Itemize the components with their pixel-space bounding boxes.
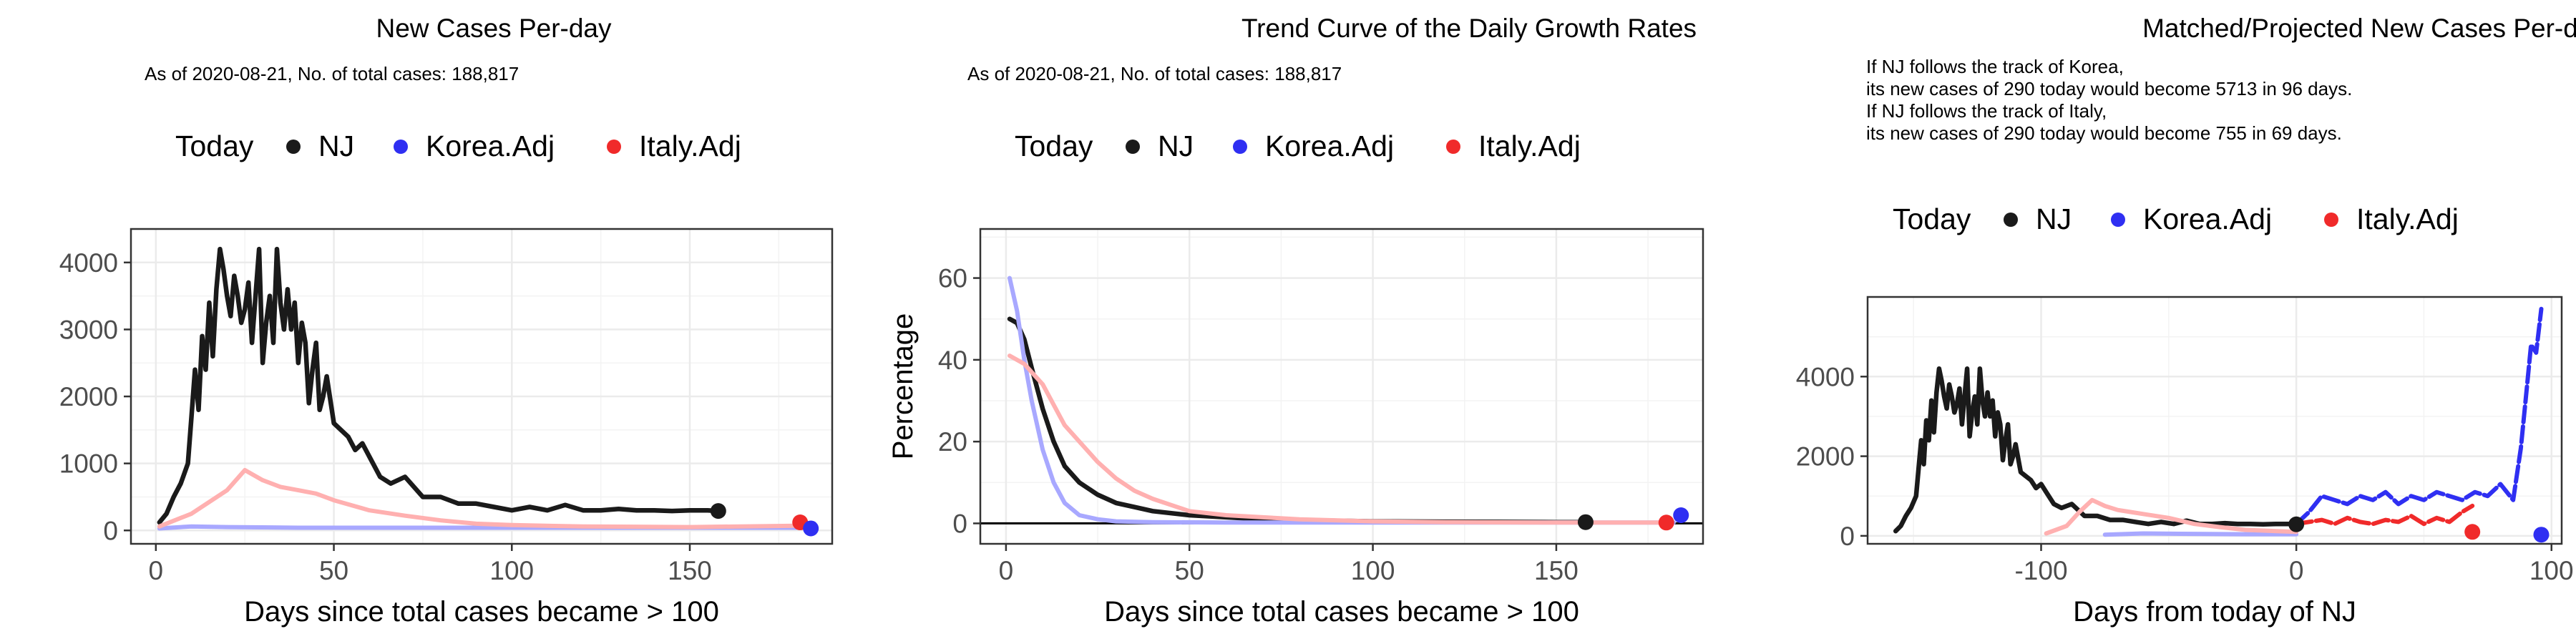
chart-subtitle: As of 2020-08-21, No. of total cases: 18… bbox=[967, 63, 1342, 84]
y-tick-label: 2000 bbox=[1796, 442, 1855, 472]
legend-item-italy-label: Italy.Adj bbox=[2356, 203, 2459, 235]
chart-panel-projected-cases: Matched/Projected New Cases Per-day If NJ… bbox=[1717, 0, 2576, 644]
series-line-korea-faded bbox=[1008, 275, 1676, 525]
legend-item-korea-marker bbox=[1233, 140, 1247, 154]
legend-item-italy-label: Italy.Adj bbox=[1478, 130, 1581, 162]
today-point-italy bbox=[2464, 524, 2481, 540]
y-axis-label: Percentage bbox=[887, 313, 919, 460]
legend-item-italy-marker bbox=[1446, 140, 1460, 154]
x-tick-label: 0 bbox=[999, 556, 1014, 585]
legend-item-korea-marker bbox=[2111, 213, 2125, 227]
chart-new-cases: New Cases Per-day As of 2020-08-21, No. o… bbox=[59, 14, 834, 628]
chart-legend: Today NJ Korea.Adj Italy.Adj bbox=[1015, 130, 1581, 162]
x-tick-label: 50 bbox=[319, 556, 348, 585]
chart-panel-growth-rates: Trend Curve of the Daily Growth Rates As … bbox=[859, 0, 1717, 644]
chart-title: Matched/Projected New Cases Per-day bbox=[2142, 14, 2576, 43]
legend-item-nj-label: NJ bbox=[318, 130, 354, 162]
series-line-italy-faded bbox=[2044, 497, 2299, 536]
y-tick-label: 2000 bbox=[59, 382, 118, 411]
legend-item-nj-label: NJ bbox=[2036, 203, 2072, 235]
chart-subtitle-line: If NJ follows the track of Italy, bbox=[1866, 100, 2107, 122]
x-axis-label: Days from today of NJ bbox=[2073, 596, 2356, 628]
chart-growth-rates: Trend Curve of the Daily Growth Rates As … bbox=[887, 14, 1704, 628]
chart-grid bbox=[980, 229, 1703, 544]
series-line-italy-faded bbox=[1008, 353, 1669, 525]
today-point-nj bbox=[1577, 514, 1594, 530]
chart-panel-new-cases: New Cases Per-day As of 2020-08-21, No. o… bbox=[0, 0, 859, 644]
series-line-korea-faded bbox=[2102, 531, 2299, 537]
legend-title: Today bbox=[1015, 130, 1093, 162]
y-tick-label: 40 bbox=[938, 346, 967, 375]
legend-item-nj-marker bbox=[2004, 213, 2018, 227]
today-point-nj bbox=[710, 503, 726, 519]
x-tick-label: -100 bbox=[2014, 556, 2067, 585]
today-point-korea bbox=[1673, 507, 1689, 523]
x-tick-label: 100 bbox=[2529, 556, 2574, 585]
x-tick-label: 100 bbox=[1351, 556, 1395, 585]
legend-item-italy-label: Italy.Adj bbox=[639, 130, 741, 162]
legend-item-nj-marker bbox=[1126, 140, 1140, 154]
legend-item-italy-marker bbox=[607, 140, 621, 154]
x-tick-label: 150 bbox=[668, 556, 712, 585]
y-tick-label: 0 bbox=[952, 509, 967, 538]
x-tick-label: 0 bbox=[149, 556, 164, 585]
series-line-nj-solid bbox=[1007, 316, 1589, 525]
chart-title: Trend Curve of the Daily Growth Rates bbox=[1241, 14, 1697, 43]
legend-item-korea-label: Korea.Adj bbox=[426, 130, 555, 162]
x-tick-label: 150 bbox=[1534, 556, 1579, 585]
series-line-italy-dashed bbox=[2294, 503, 2475, 527]
series-line-italy-faded bbox=[157, 468, 799, 530]
x-tick-label: 50 bbox=[1175, 556, 1204, 585]
series-line-nj-solid bbox=[157, 246, 721, 525]
chart-title: New Cases Per-day bbox=[376, 14, 612, 43]
today-point-korea bbox=[803, 520, 819, 537]
y-tick-label: 3000 bbox=[59, 315, 118, 344]
y-tick-label: 4000 bbox=[1796, 362, 1855, 391]
y-tick-label: 20 bbox=[938, 427, 967, 457]
y-tick-label: 0 bbox=[103, 516, 118, 545]
series-line-korea-dashed bbox=[2294, 306, 2544, 527]
legend-title: Today bbox=[175, 130, 254, 162]
today-point-korea bbox=[2533, 527, 2550, 543]
today-point-italy bbox=[1658, 514, 1674, 531]
y-tick-label: 1000 bbox=[59, 449, 118, 479]
legend-item-nj-label: NJ bbox=[1158, 130, 1194, 162]
x-tick-label: 100 bbox=[489, 556, 534, 585]
chart-subtitle-line: If NJ follows the track of Korea, bbox=[1866, 56, 2124, 77]
legend-item-korea-label: Korea.Adj bbox=[1265, 130, 1394, 162]
chart-legend: Today NJ Korea.Adj Italy.Adj bbox=[1893, 203, 2459, 235]
x-axis-label: Days since total cases became > 100 bbox=[1104, 596, 1579, 628]
y-tick-label: 4000 bbox=[59, 248, 118, 278]
plot-frame bbox=[979, 228, 1704, 545]
y-tick-label: 60 bbox=[938, 264, 967, 293]
chart-subtitle-line: its new cases of 290 today would become … bbox=[1866, 78, 2352, 99]
chart-legend: Today NJ Korea.Adj Italy.Adj bbox=[175, 130, 741, 162]
legend-item-korea-label: Korea.Adj bbox=[2143, 203, 2272, 235]
chart-subtitle-line: its new cases of 290 today would become … bbox=[1866, 122, 2342, 144]
plot-frame bbox=[130, 228, 834, 545]
plot-frame bbox=[1866, 296, 2563, 545]
legend-item-italy-marker bbox=[2324, 213, 2338, 227]
chart-projected-cases: Matched/Projected New Cases Per-day If NJ… bbox=[1796, 14, 2576, 628]
series-line-nj-solid bbox=[1893, 366, 2299, 534]
chart-grid bbox=[131, 229, 832, 544]
legend-item-nj-marker bbox=[286, 140, 301, 154]
today-point-nj bbox=[2288, 516, 2305, 532]
y-tick-label: 0 bbox=[1840, 522, 1855, 551]
x-tick-label: 0 bbox=[2289, 556, 2304, 585]
x-axis-label: Days since total cases became > 100 bbox=[244, 596, 719, 628]
legend-item-korea-marker bbox=[394, 140, 408, 154]
chart-subtitle: As of 2020-08-21, No. of total cases: 18… bbox=[145, 63, 519, 84]
legend-title: Today bbox=[1893, 203, 1971, 235]
